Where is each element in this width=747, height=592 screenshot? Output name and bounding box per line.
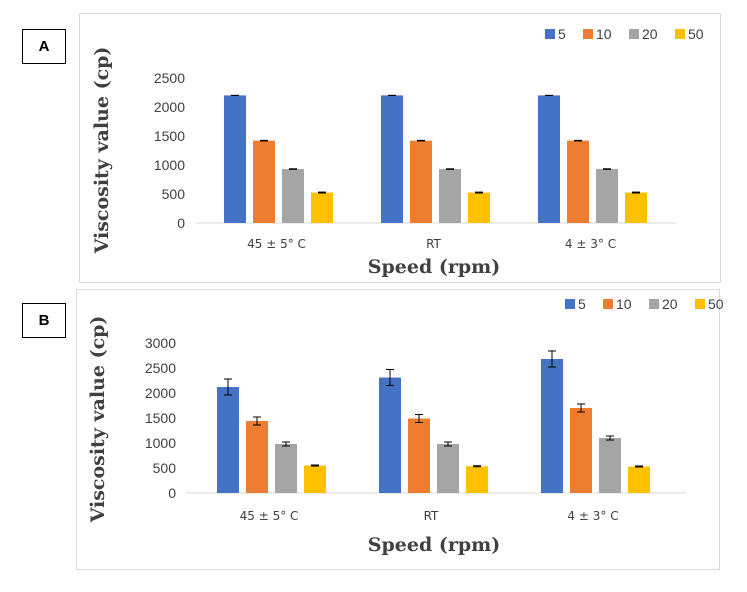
bar-b-10 <box>246 421 268 493</box>
legend-label-b-50: 50 <box>708 296 724 312</box>
bar-b-50 <box>628 466 650 493</box>
bar-b-50 <box>466 466 488 493</box>
y-tick-label-a: 0 <box>177 215 185 231</box>
category-label-a: 45 ± 5° C <box>247 237 306 251</box>
y-tick-label-b: 2500 <box>145 360 176 376</box>
bar-b-10 <box>408 418 430 493</box>
bar-a-5 <box>538 95 560 223</box>
category-label-a: RT <box>426 237 441 251</box>
legend-swatch-b-5 <box>565 299 575 309</box>
y-axis-title-b: Viscosity value (cp) <box>87 316 109 524</box>
x-axis-title-b: Speed (rpm) <box>368 534 500 556</box>
panel-label-a: A <box>22 29 66 64</box>
x-axis-title-a: Speed (rpm) <box>368 256 500 278</box>
legend-swatch-a-5 <box>545 29 555 39</box>
bar-a-20 <box>439 169 461 223</box>
category-label-b: 45 ± 5° C <box>240 509 299 523</box>
bar-a-50 <box>311 192 333 223</box>
legend-swatch-b-50 <box>695 299 705 309</box>
legend-swatch-a-50 <box>675 29 685 39</box>
bar-a-50 <box>468 192 490 223</box>
legend-swatch-b-10 <box>603 299 613 309</box>
y-tick-label-b: 2000 <box>145 385 176 401</box>
y-tick-label-b: 0 <box>168 485 176 501</box>
y-tick-label-b: 3000 <box>145 335 176 351</box>
legend-label-a-10: 10 <box>596 26 612 42</box>
bar-b-5 <box>217 387 239 493</box>
legend-label-b-20: 20 <box>662 296 678 312</box>
legend-label-a-20: 20 <box>642 26 658 42</box>
legend-label-b-5: 5 <box>578 296 586 312</box>
bar-a-10 <box>253 140 275 223</box>
y-tick-label-a: 500 <box>162 186 186 202</box>
bar-a-50 <box>625 192 647 223</box>
legend-swatch-a-20 <box>629 29 639 39</box>
y-tick-label-a: 2000 <box>154 99 185 115</box>
bar-b-20 <box>437 444 459 493</box>
legend-label-a-5: 5 <box>558 26 566 42</box>
bar-b-20 <box>275 444 297 493</box>
y-tick-label-b: 1500 <box>145 410 176 426</box>
bar-a-5 <box>381 95 403 223</box>
legend-label-b-10: 10 <box>616 296 632 312</box>
y-axis-title-a: Viscosity value (cp) <box>91 47 113 255</box>
bar-a-20 <box>596 169 618 223</box>
bar-b-10 <box>570 408 592 493</box>
category-label-a: 4 ± 3° C <box>565 237 616 251</box>
bar-b-20 <box>599 438 621 493</box>
panel-label-b: B <box>22 303 66 338</box>
y-tick-label-b: 1000 <box>145 435 176 451</box>
bar-b-50 <box>304 465 326 493</box>
legend-swatch-a-10 <box>583 29 593 39</box>
category-label-b: 4 ± 3° C <box>567 509 618 523</box>
y-tick-label-a: 1000 <box>154 157 185 173</box>
bar-a-5 <box>224 95 246 223</box>
y-tick-label-a: 1500 <box>154 128 185 144</box>
legend-label-a-50: 50 <box>688 26 704 42</box>
bar-a-10 <box>410 140 432 223</box>
y-tick-label-b: 500 <box>153 460 177 476</box>
category-label-b: RT <box>424 509 439 523</box>
legend-swatch-b-20 <box>649 299 659 309</box>
y-tick-label-a: 2500 <box>154 70 185 86</box>
bar-a-10 <box>567 140 589 223</box>
bar-b-5 <box>541 359 563 493</box>
bar-a-20 <box>282 169 304 223</box>
bar-b-5 <box>379 377 401 493</box>
